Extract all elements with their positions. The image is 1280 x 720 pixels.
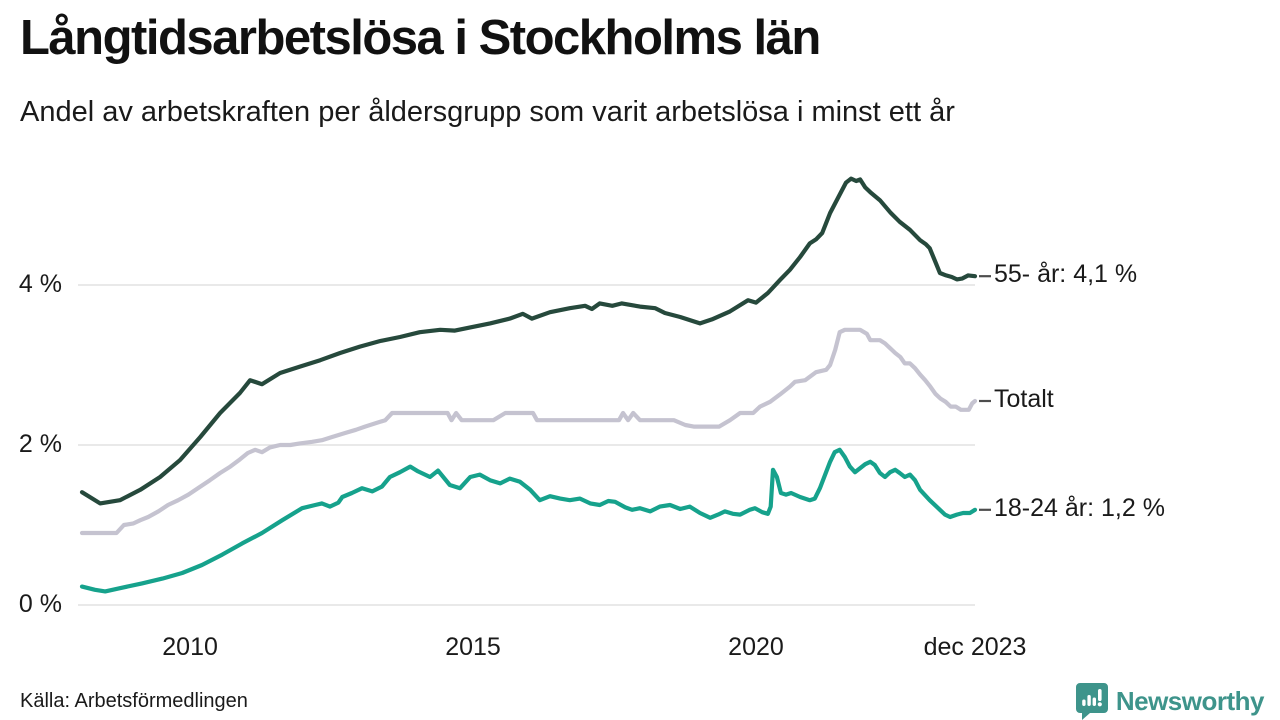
y-axis-tick-label: 4 % xyxy=(18,270,62,298)
source-note: Källa: Arbetsförmedlingen xyxy=(20,690,248,712)
page-title: Långtidsarbetslösa i Stockholms län xyxy=(20,11,821,65)
x-axis-tick-label: dec 2023 xyxy=(923,633,1027,661)
series-line-age1824 xyxy=(79,447,978,594)
x-axis-tick-label: 2015 xyxy=(445,633,501,661)
brand-name: Newsworthy xyxy=(1115,685,1265,716)
chart-subtitle: Andel av arbetskraften per åldersgrupp s… xyxy=(20,96,955,128)
series-end-label-18-24: 18-24 år: 1,2 % xyxy=(994,493,1165,522)
y-axis-tick-label: 2 % xyxy=(18,430,62,458)
series-line-age55 xyxy=(79,176,978,506)
x-axis-tick-label: 2020 xyxy=(728,633,784,661)
series-line-total xyxy=(79,327,978,536)
x-axis-tick-label: 2010 xyxy=(162,633,218,661)
series-end-label-totalt: Totalt xyxy=(994,385,1054,413)
series-end-label-55: 55- år: 4,1 % xyxy=(994,260,1138,289)
newsworthy-logo-icon xyxy=(1075,683,1108,720)
brand-logo: Newsworthy xyxy=(1075,682,1265,720)
y-axis-tick-label: 0 % xyxy=(18,590,62,618)
